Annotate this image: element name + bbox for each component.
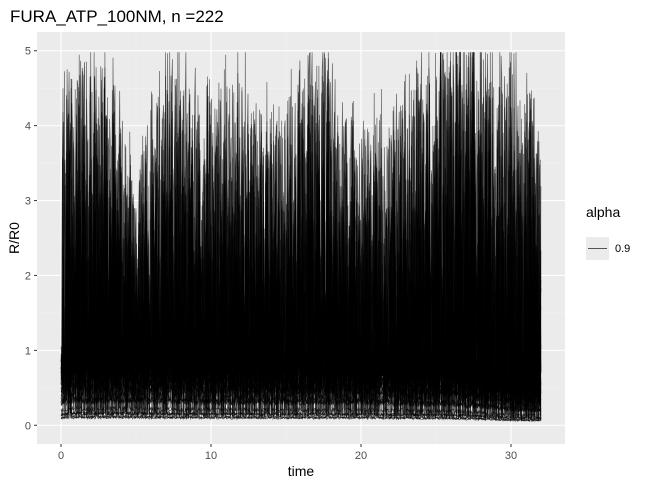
y-tick-label: 4 <box>25 121 31 133</box>
x-tick-label: 10 <box>205 450 217 462</box>
y-tick-label: 0 <box>25 420 31 432</box>
y-tick-label: 1 <box>25 345 31 357</box>
legend-label: 0.9 <box>615 243 630 255</box>
x-tick-label: 30 <box>505 450 517 462</box>
legend: alpha 0.9 <box>586 204 630 260</box>
series-traces <box>60 51 542 423</box>
x-tick-label: 20 <box>355 450 367 462</box>
y-tick-label: 2 <box>25 270 31 282</box>
x-tick-label: 0 <box>58 450 64 462</box>
y-tick-label: 5 <box>25 46 31 58</box>
series-trace <box>60 52 542 413</box>
legend-title: alpha <box>586 204 620 220</box>
y-axis-title: R/R0 <box>6 222 22 254</box>
x-axis-title: time <box>288 463 315 479</box>
chart-title: FURA_ATP_100NM, n =222 <box>10 7 224 26</box>
y-axis: 0 1 2 3 4 5 <box>25 46 37 432</box>
y-tick-label: 3 <box>25 196 31 208</box>
x-axis: 0 10 20 30 <box>58 444 517 462</box>
series-trace <box>60 55 542 420</box>
